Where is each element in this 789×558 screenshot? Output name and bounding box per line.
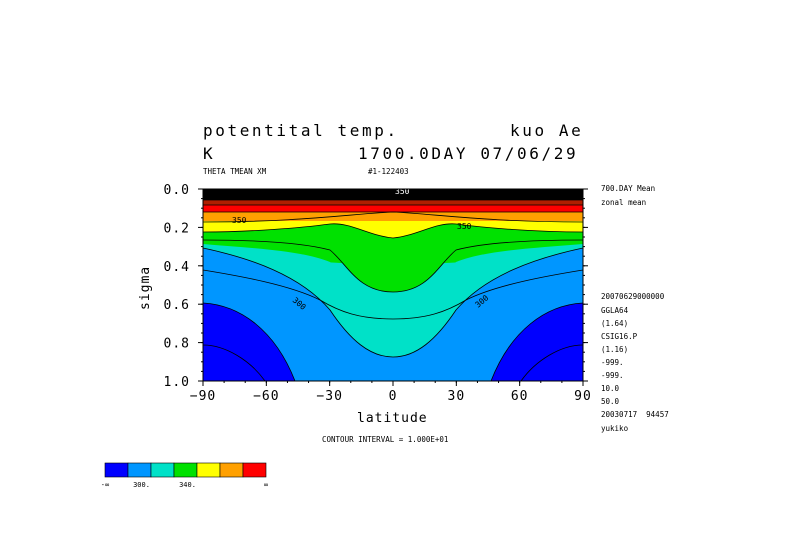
- contour-line: [203, 269, 583, 320]
- y-tick-label: 1.0: [164, 375, 190, 390]
- contour-line: [203, 302, 296, 381]
- x-tick-label: 60: [511, 389, 529, 404]
- contour-line: [203, 344, 266, 381]
- meta-line: (1.16): [601, 345, 629, 354]
- fill-polar-north: [491, 303, 583, 381]
- contour-label: 350: [457, 222, 472, 231]
- fill-polar-south: [203, 303, 295, 381]
- fill-band-330: [203, 232, 583, 292]
- x-axis-label: latitude: [357, 411, 428, 426]
- y-tick-label: 0.2: [164, 221, 190, 236]
- y-tick-label: 0.4: [164, 260, 190, 275]
- fill-band-360: [203, 204, 583, 212]
- x-tick-label: −90: [190, 389, 216, 404]
- x-tick-label: −30: [316, 389, 342, 404]
- info-line-zonal: zonal mean: [601, 198, 647, 207]
- contour-label: 350: [232, 216, 247, 225]
- axis-ticks: [198, 188, 588, 386]
- meta-line: -999.: [601, 371, 624, 380]
- meta-line: 20030717 94457: [601, 410, 669, 419]
- fill-band-top: [203, 189, 583, 200]
- meta-line: 10.0: [601, 384, 620, 393]
- fill-band-340: [203, 219, 583, 238]
- contour-line: [203, 247, 583, 358]
- info-line-mean: 700.DAY Mean: [601, 184, 656, 193]
- contour-interval-label: CONTOUR INTERVAL = 1.000E+01: [322, 435, 449, 444]
- fill-band-350: [203, 211, 583, 221]
- meta-line: CSIG16.P: [601, 332, 638, 341]
- x-tick-label: −60: [253, 389, 279, 404]
- fill-band-310-core: [255, 260, 531, 350]
- meta-line: 20070629000000: [601, 292, 665, 301]
- contour-lines: [203, 195, 583, 381]
- meta-line: 50.0: [601, 397, 620, 406]
- contour-line: [203, 239, 583, 293]
- y-tick-label: 0.0: [164, 183, 190, 198]
- contour-label: 350: [395, 187, 410, 196]
- contour-line: [203, 223, 583, 239]
- unit-label: K: [203, 144, 216, 163]
- x-tick-label: 90: [574, 389, 592, 404]
- fill-band-300: [203, 248, 583, 381]
- contour-line: [520, 344, 583, 381]
- axis-tick-labels: −90 −60 −30 0 30 60 90 0.0 0.2 0.4 0.6 0.8 1.0: [164, 183, 592, 404]
- meta-line: -999.: [601, 358, 624, 367]
- contour-fill-layer: [203, 189, 583, 381]
- chart-title: potentital temp.: [203, 121, 399, 140]
- variable-label: THETA TMEAN XM: [203, 167, 267, 176]
- meta-line: yukiko: [601, 424, 629, 433]
- model-label: kuo Ae: [510, 121, 584, 140]
- y-tick-label: 0.8: [164, 337, 190, 352]
- x-tick-label: 0: [389, 389, 398, 404]
- meta-line: (1.64): [601, 319, 629, 328]
- y-axis-label: sigma: [138, 265, 153, 310]
- meta-line: GGLA64: [601, 306, 629, 315]
- run-id-label: #1-122403: [368, 167, 409, 176]
- fill-band-370: [203, 199, 583, 205]
- contour-line: [490, 302, 583, 381]
- time-label: 1700.0DAY 07/06/29: [358, 144, 579, 163]
- x-tick-label: 30: [448, 389, 466, 404]
- y-tick-label: 0.6: [164, 298, 190, 313]
